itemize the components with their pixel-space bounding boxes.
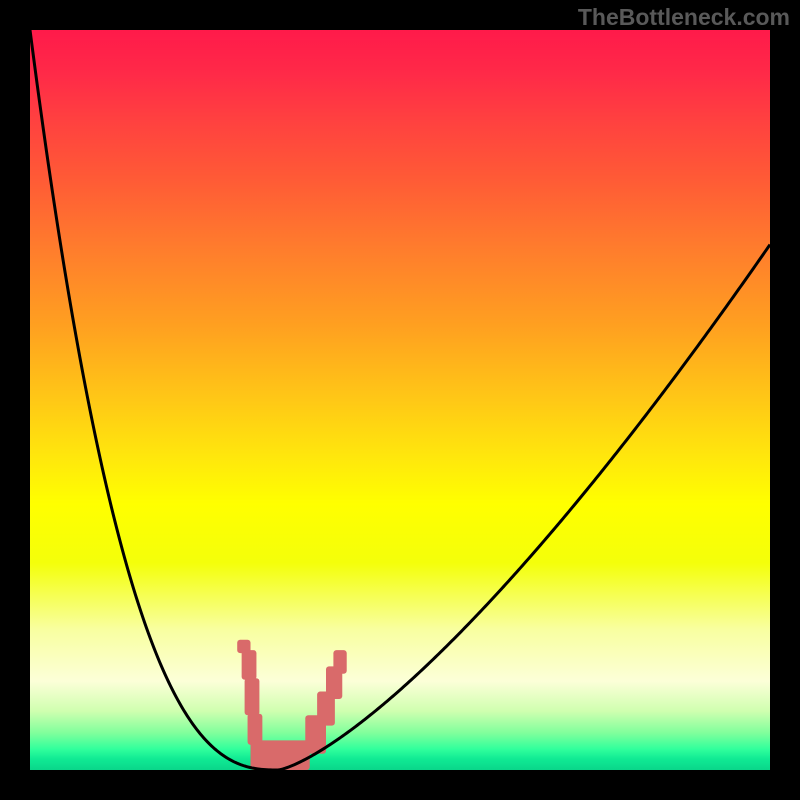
watermark-text: TheBottleneck.com [578,4,790,31]
chart-svg [30,30,770,770]
bottleneck-curve [30,30,770,770]
root-container: TheBottleneck.com [0,0,800,800]
plot-area [30,30,770,770]
valley-overlay [237,640,347,770]
